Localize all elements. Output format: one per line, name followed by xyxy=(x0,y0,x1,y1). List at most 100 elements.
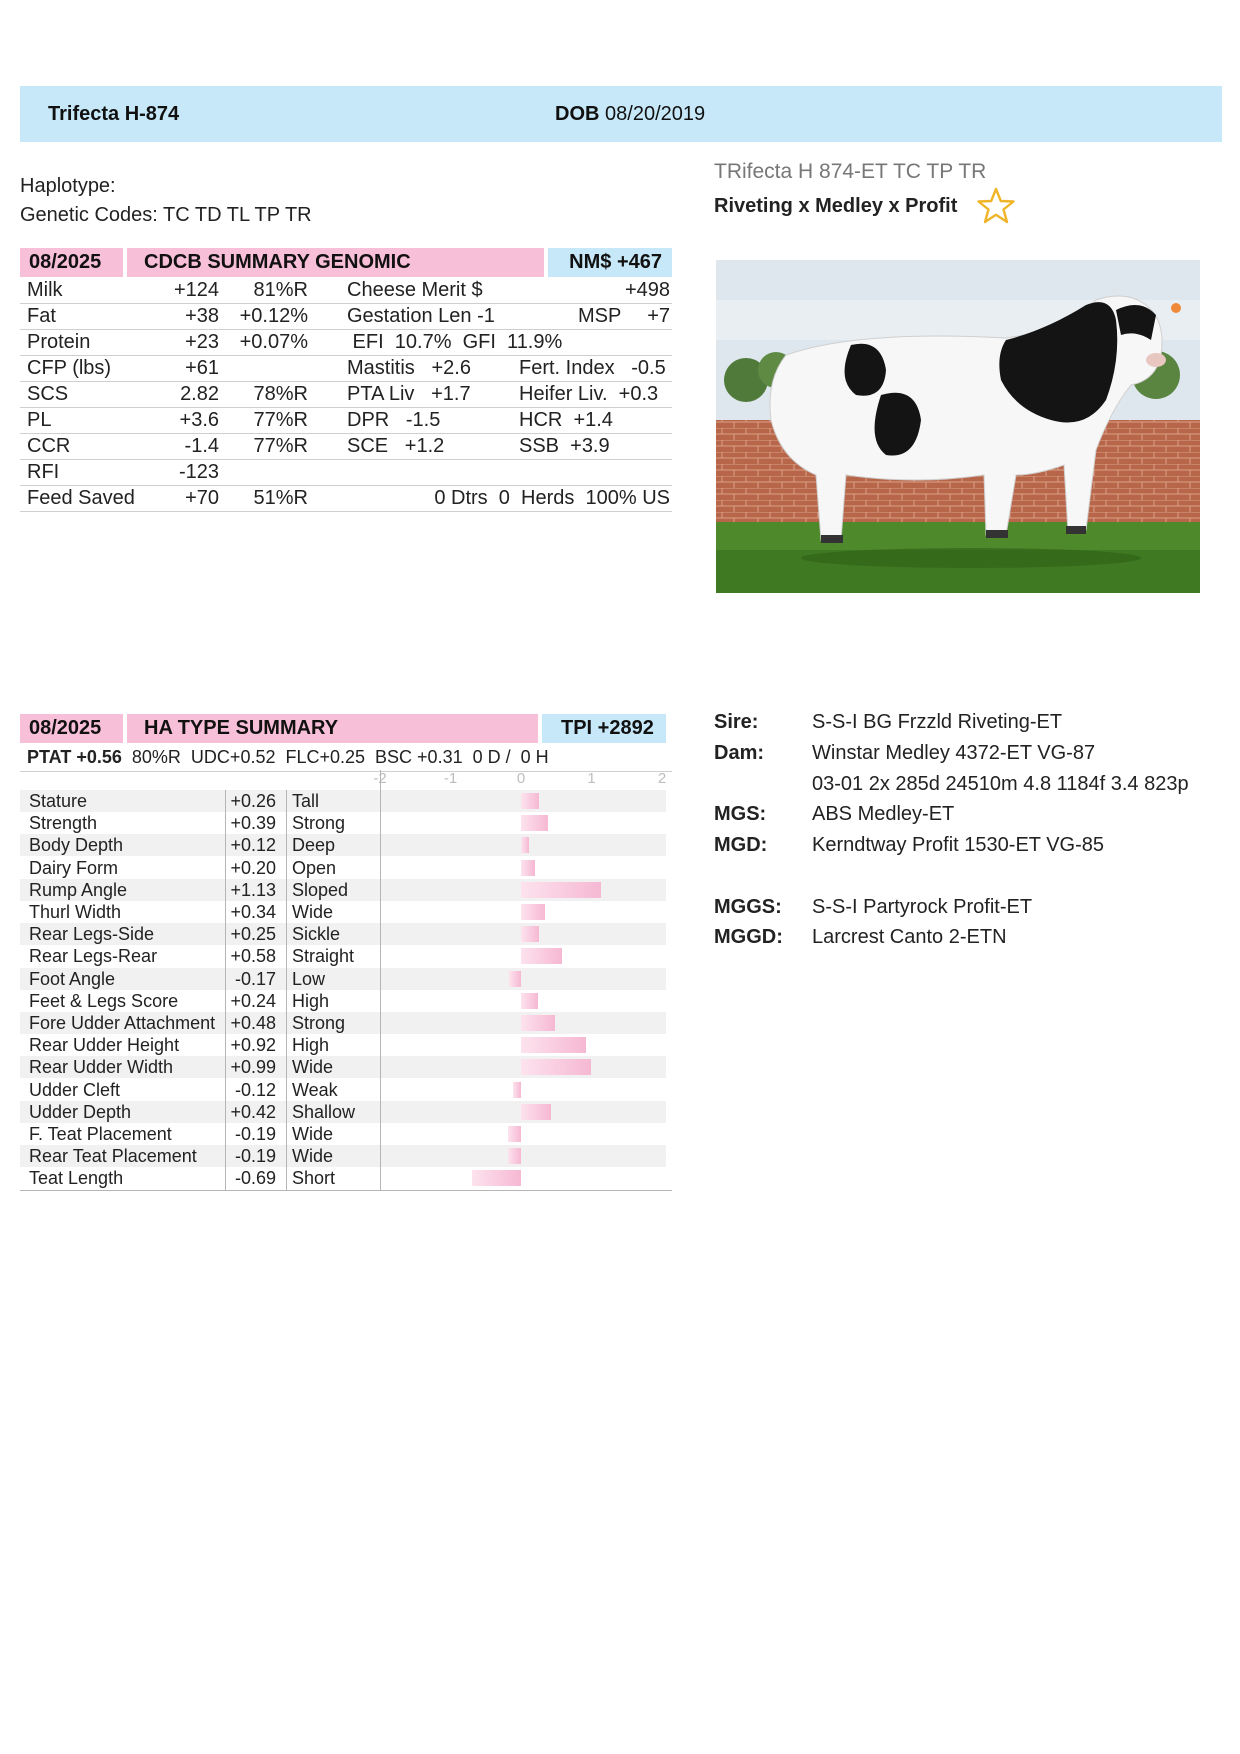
type-trait-name: Thurl Width xyxy=(29,902,122,922)
type-trait-value: -0.17 xyxy=(234,968,276,989)
type-trait-name: Rear Udder Height xyxy=(29,1035,180,1056)
type-bar xyxy=(521,815,549,832)
type-trait-description: Wide xyxy=(292,1146,334,1167)
mgs-label: MGS: xyxy=(714,803,767,825)
type-row: Dairy Form +0.20 Open xyxy=(20,857,666,879)
secondary-trait: PTA Liv +1.7 xyxy=(347,383,471,405)
trait-name: CCR xyxy=(27,435,71,457)
tertiary-trait: SSB +3.9 xyxy=(519,435,610,457)
type-trait-name: Rear Legs-Side xyxy=(29,924,155,945)
genomic-date: 08/2025 xyxy=(20,248,123,277)
type-bar xyxy=(521,1015,555,1031)
column-divider xyxy=(225,790,226,1190)
type-date: 08/2025 xyxy=(20,714,123,743)
type-row: Udder Cleft -0.12 Weak xyxy=(20,1079,666,1101)
type-trait-value: +0.42 xyxy=(230,1101,276,1122)
pedigree-line: Riveting x Medley x Profit xyxy=(714,195,958,217)
type-trait-name: Body Depth xyxy=(29,835,124,856)
type-trait-value: +0.12 xyxy=(230,835,276,856)
type-trait-value: +0.26 xyxy=(230,791,276,811)
type-trait-description: Sickle xyxy=(292,924,341,945)
date-of-birth: DOB 08/20/2019 xyxy=(555,86,705,142)
type-trait-value: +0.34 xyxy=(230,902,276,922)
tertiary-trait: Heifer Liv. +0.3 xyxy=(519,383,659,405)
type-trait-value: +0.99 xyxy=(230,1057,276,1078)
secondary-trait: EFI 10.7% GFI 11.9% xyxy=(347,331,563,353)
type-trait-name: Fore Udder Attachment xyxy=(29,1013,216,1033)
secondary-trait: Cheese Merit $ xyxy=(347,279,483,301)
ptat-details: 80%R UDC+0.52 FLC+0.25 BSC +0.31 0 D / 0… xyxy=(131,747,549,767)
type-trait-value: +0.25 xyxy=(230,924,276,945)
type-row: Rump Angle +1.13 Sloped xyxy=(20,878,666,901)
column-divider xyxy=(380,770,381,1190)
mgd-label: MGD: xyxy=(714,834,768,856)
type-title: HA TYPE SUMMARY xyxy=(127,714,538,743)
type-bar xyxy=(521,793,540,809)
type-trait-description: Strong xyxy=(292,813,346,834)
dob-label: DOB xyxy=(555,103,600,125)
type-bar xyxy=(507,1148,521,1165)
genetic-codes: Genetic Codes: TC TD TL TP TR xyxy=(20,204,312,226)
type-trait-description: Wide xyxy=(292,1057,334,1078)
trait-value: +61 xyxy=(185,357,219,379)
dam-name: Winstar Medley 4372-ET VG-87 xyxy=(812,742,1096,764)
type-bar xyxy=(521,1059,591,1076)
axis-tick-label: 2 xyxy=(657,770,667,787)
tertiary-trait: HCR +1.4 xyxy=(519,409,613,431)
secondary-trait-value: +7 xyxy=(647,305,670,327)
secondary-trait: SCE +1.2 xyxy=(347,435,445,457)
secondary-trait: Gestation Len -1 xyxy=(347,305,495,327)
dob-value: 08/20/2019 xyxy=(605,103,706,125)
type-trait-name: F. Teat Placement xyxy=(29,1124,172,1144)
type-trait-description: High xyxy=(292,1035,330,1056)
type-trait-name: Feet & Legs Score xyxy=(29,990,179,1011)
trait-name: Fat xyxy=(27,305,56,327)
haplotype: Haplotype: xyxy=(20,175,116,197)
secondary-trait-value: +498 xyxy=(624,279,670,301)
type-trait-name: Foot Angle xyxy=(29,968,116,989)
type-row: Strength +0.39 Strong xyxy=(20,812,666,834)
ptat-value: +0.56 xyxy=(76,747,122,767)
type-trait-value: -0.19 xyxy=(234,1124,276,1144)
secondary-trait: DPR -1.5 xyxy=(347,409,441,431)
genomic-index: NM$ +467 xyxy=(548,248,672,277)
type-row: Rear Teat Placement -0.19 Wide xyxy=(20,1145,666,1168)
genomic-row: PL +3.6 77%R DPR -1.5 HCR +1.4 xyxy=(20,407,672,434)
type-trait-name: Rear Legs-Rear xyxy=(29,946,158,967)
type-trait-value: -0.12 xyxy=(234,1079,276,1100)
type-trait-description: Open xyxy=(292,857,337,878)
trait-name: SCS xyxy=(27,383,69,405)
type-index: TPI +2892 xyxy=(542,714,666,743)
axis-tick-label: 0 xyxy=(516,770,526,787)
mggs-name: S-S-I Partyrock Profit-ET xyxy=(812,896,1033,918)
type-row: Body Depth +0.12 Deep xyxy=(20,834,666,857)
genomic-row: SCS 2.82 78%R PTA Liv +1.7 Heifer Liv. +0.3 xyxy=(20,381,672,408)
genomic-title: CDCB SUMMARY GENOMIC xyxy=(127,248,544,277)
genomic-row: Milk +124 81%R Cheese Merit $ +498 xyxy=(20,277,672,304)
type-row: Rear Udder Width +0.99 Wide xyxy=(20,1056,666,1079)
ptat-line: PTAT +0.56 80%R UDC+0.52 FLC+0.25 BSC +0… xyxy=(27,745,549,769)
type-trait-value: +1.13 xyxy=(230,879,276,900)
type-trait-description: Wide xyxy=(292,1124,334,1144)
type-bar xyxy=(521,881,601,898)
trait-value: +38 xyxy=(185,305,219,327)
type-row: Rear Udder Height +0.92 High xyxy=(20,1034,666,1056)
type-row: Fore Udder Attachment +0.48 Strong xyxy=(20,1012,666,1034)
cow-photo xyxy=(716,260,1200,593)
type-trait-description: Strong xyxy=(292,1013,346,1033)
trait-value: +3.6 xyxy=(179,409,219,431)
type-trait-description: Deep xyxy=(292,835,336,856)
trait-value: -123 xyxy=(178,461,219,483)
trait-reliability: 81%R xyxy=(253,279,308,301)
type-row: Stature +0.26 Tall xyxy=(20,790,666,812)
axis-tick-label: 1 xyxy=(587,770,596,787)
trait-reliability: 77%R xyxy=(253,435,308,457)
trait-name: CFP (lbs) xyxy=(27,357,112,379)
type-trait-description: High xyxy=(292,990,330,1011)
trait-value: -1.4 xyxy=(184,435,219,457)
trait-reliability: +0.07% xyxy=(239,331,308,353)
type-row: Rear Legs-Side +0.25 Sickle xyxy=(20,923,666,946)
type-trait-description: Wide xyxy=(292,902,334,922)
mggs-label: MGGS: xyxy=(714,896,782,918)
trait-reliability: 78%R xyxy=(253,383,308,405)
